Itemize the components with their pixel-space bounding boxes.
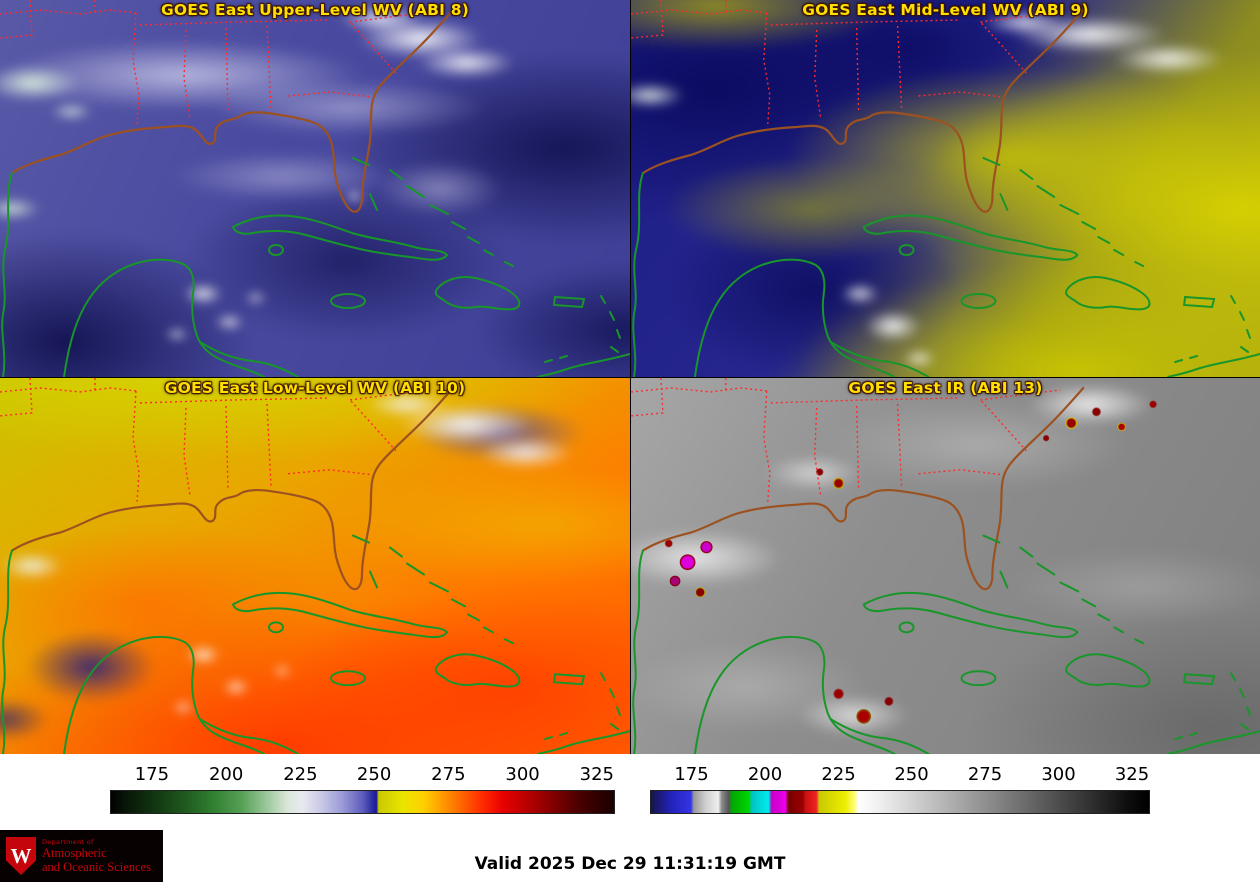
colorbar-row: 175 200 225 250 275 300 325 175 200 225 …	[0, 754, 1260, 828]
colorbar-tick: 250	[356, 764, 392, 785]
colorbar-tick: 275	[431, 764, 466, 785]
satellite-imagery-abi8	[0, 0, 630, 377]
panel-low-level-wv: GOES East Low-Level WV (ABI 10)	[0, 377, 630, 754]
basemap-overlay	[631, 378, 1260, 754]
wv-colorbar: 175 200 225 250 275 300 325	[110, 762, 615, 822]
panel-title-abi8: GOES East Upper-Level WV (ABI 8)	[160, 1, 470, 19]
panel-ir: GOES East IR (ABI 13)	[630, 377, 1260, 754]
colorbar-tick: 300	[505, 764, 540, 785]
logo-text: Department of Atmospheric and Oceanic Sc…	[42, 838, 151, 875]
logo-line-2: and Oceanic Sciences	[42, 860, 151, 874]
colorbar-tick: 200	[208, 764, 244, 785]
colorbar-tick: 175	[674, 764, 709, 785]
colorbar-tick: 225	[283, 764, 318, 785]
crest-letter: W	[10, 843, 32, 868]
panel-mid-level-wv: GOES East Mid-Level WV (ABI 9)	[630, 0, 1260, 377]
colorbar-tick: 225	[821, 764, 856, 785]
logo-line-1: Atmospheric	[42, 845, 107, 860]
panel-title-abi10: GOES East Low-Level WV (ABI 10)	[164, 379, 466, 397]
satellite-imagery-abi10	[0, 378, 630, 754]
panel-grid: GOES East Upper-Level WV (ABI 8) GOES Ea…	[0, 0, 1260, 754]
colorbar-tick: 200	[747, 764, 783, 785]
colorbar-tick: 175	[134, 764, 170, 785]
ir-colorbar-gradient	[650, 790, 1150, 814]
basemap-overlay	[0, 378, 630, 754]
colorbar-tick: 300	[1041, 764, 1076, 785]
colorbar-tick: 275	[967, 764, 1003, 785]
panel-title-abi9: GOES East Mid-Level WV (ABI 9)	[802, 1, 1089, 19]
colorbar-tick: 325	[1114, 764, 1150, 785]
basemap-overlay	[0, 0, 630, 377]
logo-dept-line: Department of	[42, 837, 94, 846]
wv-colorbar-gradient	[110, 790, 615, 814]
colorbar-tick: 325	[579, 764, 614, 785]
panel-upper-level-wv: GOES East Upper-Level WV (ABI 8)	[0, 0, 630, 377]
footer: W Department of Atmospheric and Oceanic …	[0, 828, 1260, 882]
panel-title-abi13: GOES East IR (ABI 13)	[848, 379, 1043, 397]
valid-timestamp: Valid 2025 Dec 29 11:31:19 GMT	[474, 854, 786, 874]
satellite-imagery-abi9	[631, 0, 1260, 377]
ir-enhanced-cloud-tops	[631, 378, 1260, 754]
colorbar-tick: 250	[894, 764, 929, 785]
ir-colorbar-ticks: 175 200 225 250 275 300 325	[650, 762, 1150, 788]
ir-colorbar: 175 200 225 250 275 300 325	[650, 762, 1150, 822]
wv-colorbar-ticks: 175 200 225 250 275 300 325	[110, 762, 615, 788]
basemap-overlay	[631, 0, 1260, 377]
uw-aos-logo: W Department of Atmospheric and Oceanic …	[0, 830, 163, 882]
